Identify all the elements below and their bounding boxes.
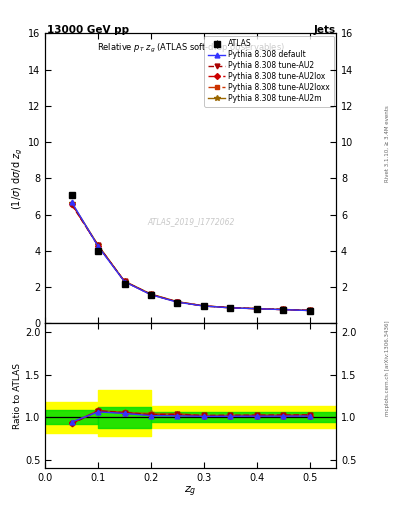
Text: Relative $p_T\ z_g$ (ATLAS soft-drop observables): Relative $p_T\ z_g$ (ATLAS soft-drop obs… — [97, 42, 285, 55]
Pythia 8.308 tune-AU2lox — [202, 303, 206, 309]
Pythia 8.308 tune-AU2lox — [122, 279, 127, 285]
Y-axis label: Ratio to ATLAS: Ratio to ATLAS — [13, 363, 22, 429]
Pythia 8.308 tune-AU2m — [149, 291, 153, 297]
Pythia 8.308 tune-AU2 — [307, 307, 312, 313]
Pythia 8.308 default — [149, 292, 153, 298]
Text: Rivet 3.1.10, ≥ 3.4M events: Rivet 3.1.10, ≥ 3.4M events — [385, 105, 389, 182]
Pythia 8.308 tune-AU2loxx — [228, 305, 233, 311]
Pythia 8.308 tune-AU2 — [122, 279, 127, 285]
Pythia 8.308 tune-AU2 — [281, 306, 285, 312]
Text: Jets: Jets — [314, 25, 336, 35]
Text: 13000 GeV pp: 13000 GeV pp — [47, 25, 129, 35]
Pythia 8.308 tune-AU2 — [175, 299, 180, 305]
Pythia 8.308 tune-AU2loxx — [122, 279, 127, 285]
Pythia 8.308 tune-AU2loxx — [175, 299, 180, 305]
Pythia 8.308 tune-AU2lox — [228, 305, 233, 311]
Pythia 8.308 tune-AU2lox — [69, 201, 74, 207]
Pythia 8.308 tune-AU2m — [228, 305, 233, 311]
Pythia 8.308 tune-AU2loxx — [96, 243, 101, 249]
Line: Pythia 8.308 tune-AU2loxx: Pythia 8.308 tune-AU2loxx — [70, 202, 312, 313]
Legend: ATLAS, Pythia 8.308 default, Pythia 8.308 tune-AU2, Pythia 8.308 tune-AU2lox, Py: ATLAS, Pythia 8.308 default, Pythia 8.30… — [204, 35, 334, 107]
Pythia 8.308 default — [96, 243, 101, 249]
Pythia 8.308 tune-AU2m — [175, 298, 180, 305]
Pythia 8.308 tune-AU2 — [69, 202, 74, 208]
Text: ATLAS_2019_I1772062: ATLAS_2019_I1772062 — [147, 218, 234, 226]
Pythia 8.308 tune-AU2lox — [96, 243, 101, 249]
Pythia 8.308 default — [202, 303, 206, 309]
Pythia 8.308 default — [69, 199, 74, 205]
Pythia 8.308 tune-AU2loxx — [254, 306, 259, 312]
X-axis label: $z_g$: $z_g$ — [184, 485, 197, 499]
Pythia 8.308 tune-AU2 — [96, 242, 101, 248]
Pythia 8.308 tune-AU2loxx — [69, 201, 74, 207]
Pythia 8.308 tune-AU2m — [69, 200, 74, 206]
Pythia 8.308 tune-AU2lox — [254, 306, 259, 312]
Pythia 8.308 tune-AU2m — [202, 303, 206, 309]
Pythia 8.308 tune-AU2m — [96, 242, 101, 248]
Pythia 8.308 tune-AU2 — [149, 291, 153, 297]
Pythia 8.308 tune-AU2lox — [307, 308, 312, 314]
Pythia 8.308 tune-AU2lox — [149, 291, 153, 297]
Pythia 8.308 tune-AU2m — [307, 307, 312, 313]
Pythia 8.308 default — [281, 307, 285, 313]
Pythia 8.308 default — [228, 305, 233, 311]
Pythia 8.308 tune-AU2m — [254, 306, 259, 312]
Line: Pythia 8.308 default: Pythia 8.308 default — [69, 200, 312, 313]
Pythia 8.308 default — [254, 306, 259, 312]
Line: Pythia 8.308 tune-AU2: Pythia 8.308 tune-AU2 — [69, 202, 312, 313]
Pythia 8.308 default — [122, 279, 127, 285]
Pythia 8.308 tune-AU2loxx — [202, 303, 206, 309]
Pythia 8.308 tune-AU2lox — [175, 299, 180, 305]
Pythia 8.308 tune-AU2m — [122, 278, 127, 284]
Pythia 8.308 default — [175, 299, 180, 305]
Pythia 8.308 tune-AU2 — [228, 305, 233, 311]
Pythia 8.308 tune-AU2loxx — [281, 307, 285, 313]
Pythia 8.308 tune-AU2lox — [281, 307, 285, 313]
Pythia 8.308 tune-AU2 — [254, 306, 259, 312]
Pythia 8.308 tune-AU2loxx — [149, 291, 153, 297]
Pythia 8.308 tune-AU2 — [202, 303, 206, 309]
Pythia 8.308 tune-AU2loxx — [307, 308, 312, 314]
Y-axis label: $(1/\sigma)\ \mathrm{d}\sigma/\mathrm{d}\ z_g$: $(1/\sigma)\ \mathrm{d}\sigma/\mathrm{d}… — [11, 147, 25, 209]
Pythia 8.308 tune-AU2m — [281, 306, 285, 312]
Line: Pythia 8.308 tune-AU2lox: Pythia 8.308 tune-AU2lox — [70, 202, 312, 313]
Line: Pythia 8.308 tune-AU2m: Pythia 8.308 tune-AU2m — [69, 200, 312, 313]
Text: mcplots.cern.ch [arXiv:1306.3436]: mcplots.cern.ch [arXiv:1306.3436] — [385, 321, 389, 416]
Pythia 8.308 default — [307, 308, 312, 314]
